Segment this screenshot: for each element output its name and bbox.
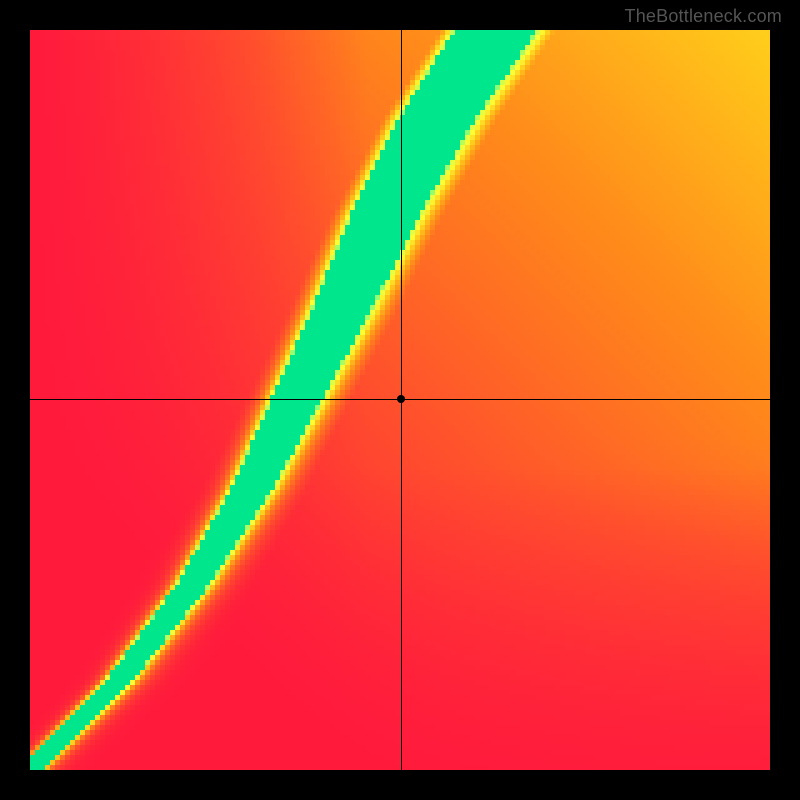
crosshair-marker-dot <box>397 395 405 403</box>
watermark-text: TheBottleneck.com <box>625 6 782 27</box>
plot-area <box>30 30 770 770</box>
chart-frame: TheBottleneck.com <box>0 0 800 800</box>
